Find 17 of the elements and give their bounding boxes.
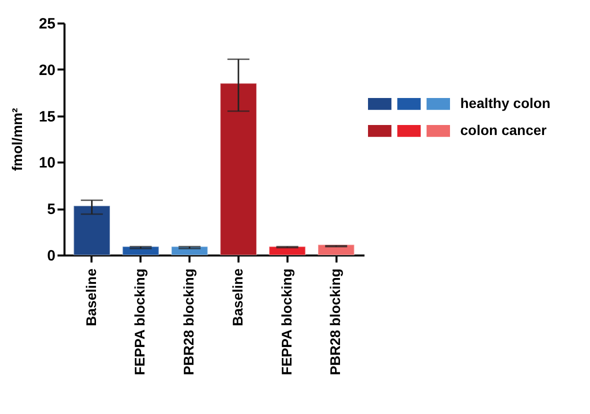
x-tick-label: Baseline [82, 268, 99, 326]
x-tick-label: FEPPA blocking [278, 268, 294, 376]
y-tick-label: 25 [38, 16, 56, 32]
y-tick-label: 15 [38, 108, 56, 126]
x-tick-label: FEPPA blocking [132, 268, 148, 376]
y-axis-title: fmol/mm² [8, 108, 25, 171]
y-tick-label: 0 [47, 248, 56, 264]
legend-label: healthy colon [460, 94, 550, 111]
y-tick-label: 20 [38, 62, 56, 79]
legend-label: colon cancer [460, 122, 548, 138]
bar [73, 205, 110, 256]
x-tick-label: Baseline [229, 268, 246, 326]
x-tick-label: PBR28 blocking [327, 268, 344, 376]
x-tick-label: PBR28 blocking [180, 268, 197, 376]
bar [220, 82, 258, 256]
y-tick-label: 5 [47, 201, 56, 218]
y-tick-label: 10 [38, 154, 56, 172]
